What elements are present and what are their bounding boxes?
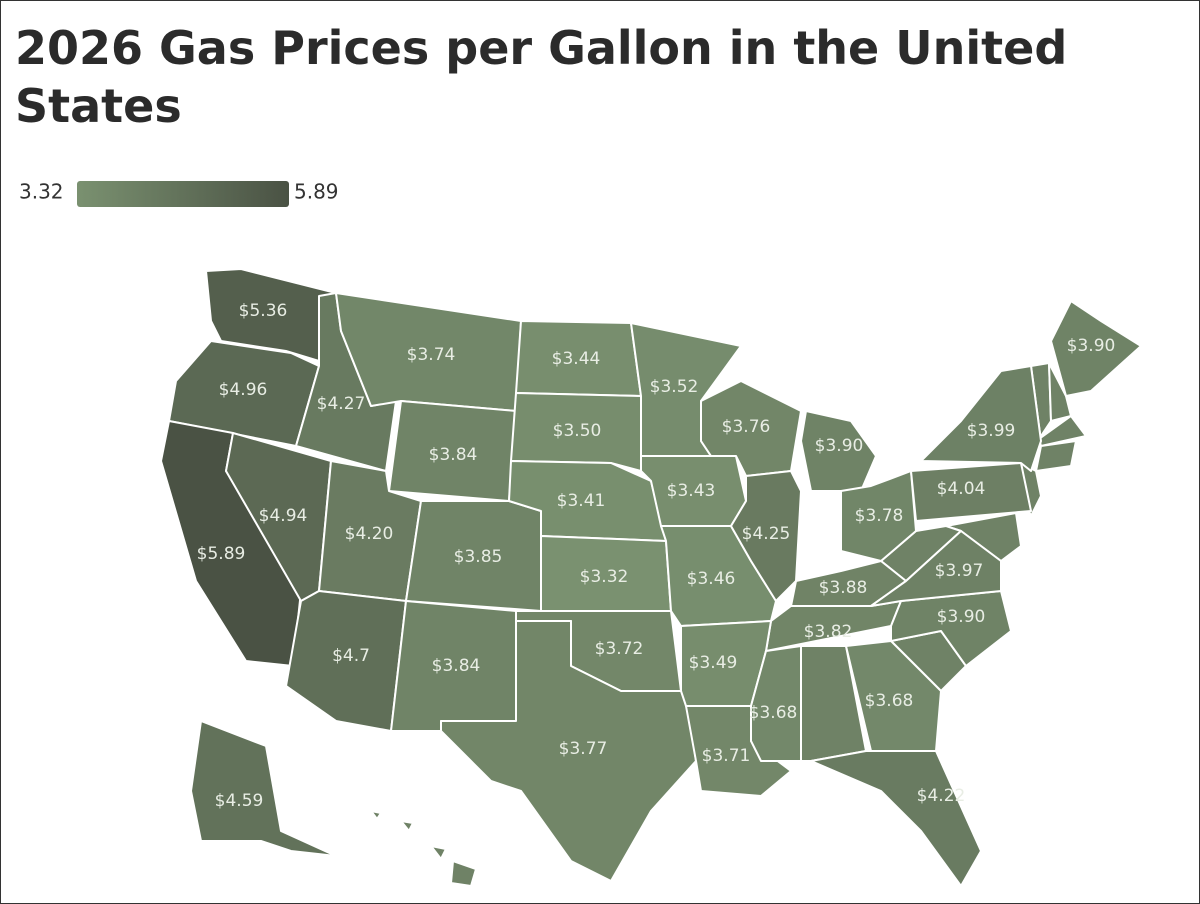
state [750,645,802,762]
state-shape [1035,440,1077,472]
state-value-label: $3.44 [552,349,601,369]
state-shape [450,860,477,887]
state-value-label: $3.82 [804,622,853,642]
state-value-label: $4.04 [937,479,986,499]
labels: $5.36 $4.96 $5.89 $4.27 $4.94 $3.74 $3.84 $4.20… [197,301,1116,811]
state [910,462,1032,522]
legend-bar [77,181,289,207]
state-value-label: $3.32 [580,567,629,587]
state-value-label: $4.94 [259,506,308,526]
state-value-label: $3.84 [432,656,481,676]
state-value-label: $3.74 [407,345,456,365]
legend-min: 3.32 [19,180,64,204]
state-value-label: $4.22 [917,786,966,806]
state-value-label: $3.77 [559,739,608,759]
state-value-label: $3.88 [819,578,868,598]
state [920,365,1042,472]
state-value-label: $4.59 [215,791,264,811]
state [845,640,942,752]
state [870,530,1002,607]
state-value-label: $3.90 [937,607,986,627]
state [840,470,917,562]
state-value-label: $3.71 [702,746,751,766]
state-value-label: $3.72 [595,639,644,659]
state-value-label: $3.46 [687,569,736,589]
state-value-label: $4.96 [219,380,268,400]
state-shape [370,810,382,820]
state-value-label: $3.97 [935,561,984,581]
state-value-label: $3.84 [429,445,478,465]
state-value-label: $3.52 [650,377,699,397]
state-value-label: $3.41 [557,491,606,511]
state-value-label: $4.20 [345,524,394,544]
state-value-label: $3.43 [667,481,716,501]
state-value-label: $5.36 [239,301,288,321]
state-value-label: $3.68 [749,703,798,723]
state-value-label: $3.49 [689,653,738,673]
state-value-label: $3.99 [967,421,1016,441]
state-value-label: $3.85 [454,547,503,567]
state [205,268,337,362]
state [810,750,982,887]
state-value-label: $3.50 [553,421,602,441]
state [510,392,642,472]
state-value-label: $4.7 [332,646,370,666]
state-value-label: $3.78 [855,506,904,526]
state-value-label: $3.90 [1067,336,1116,356]
legend-max: 5.89 [294,180,339,204]
state-shape [430,845,447,860]
state-value-label: $4.25 [742,524,791,544]
state-value-label: $4.27 [317,394,366,414]
state [440,620,697,882]
state-value-label: $3.68 [865,691,914,711]
state-value-label: $3.76 [722,417,771,437]
state-value-label: $5.89 [197,544,246,564]
map-title: 2026 Gas Prices per Gallon in the United… [15,21,1068,133]
state [190,720,337,857]
states [160,268,1142,887]
state [730,470,802,602]
state-value-label: $3.90 [815,436,864,456]
state [1050,300,1142,397]
state-shape [400,820,414,832]
